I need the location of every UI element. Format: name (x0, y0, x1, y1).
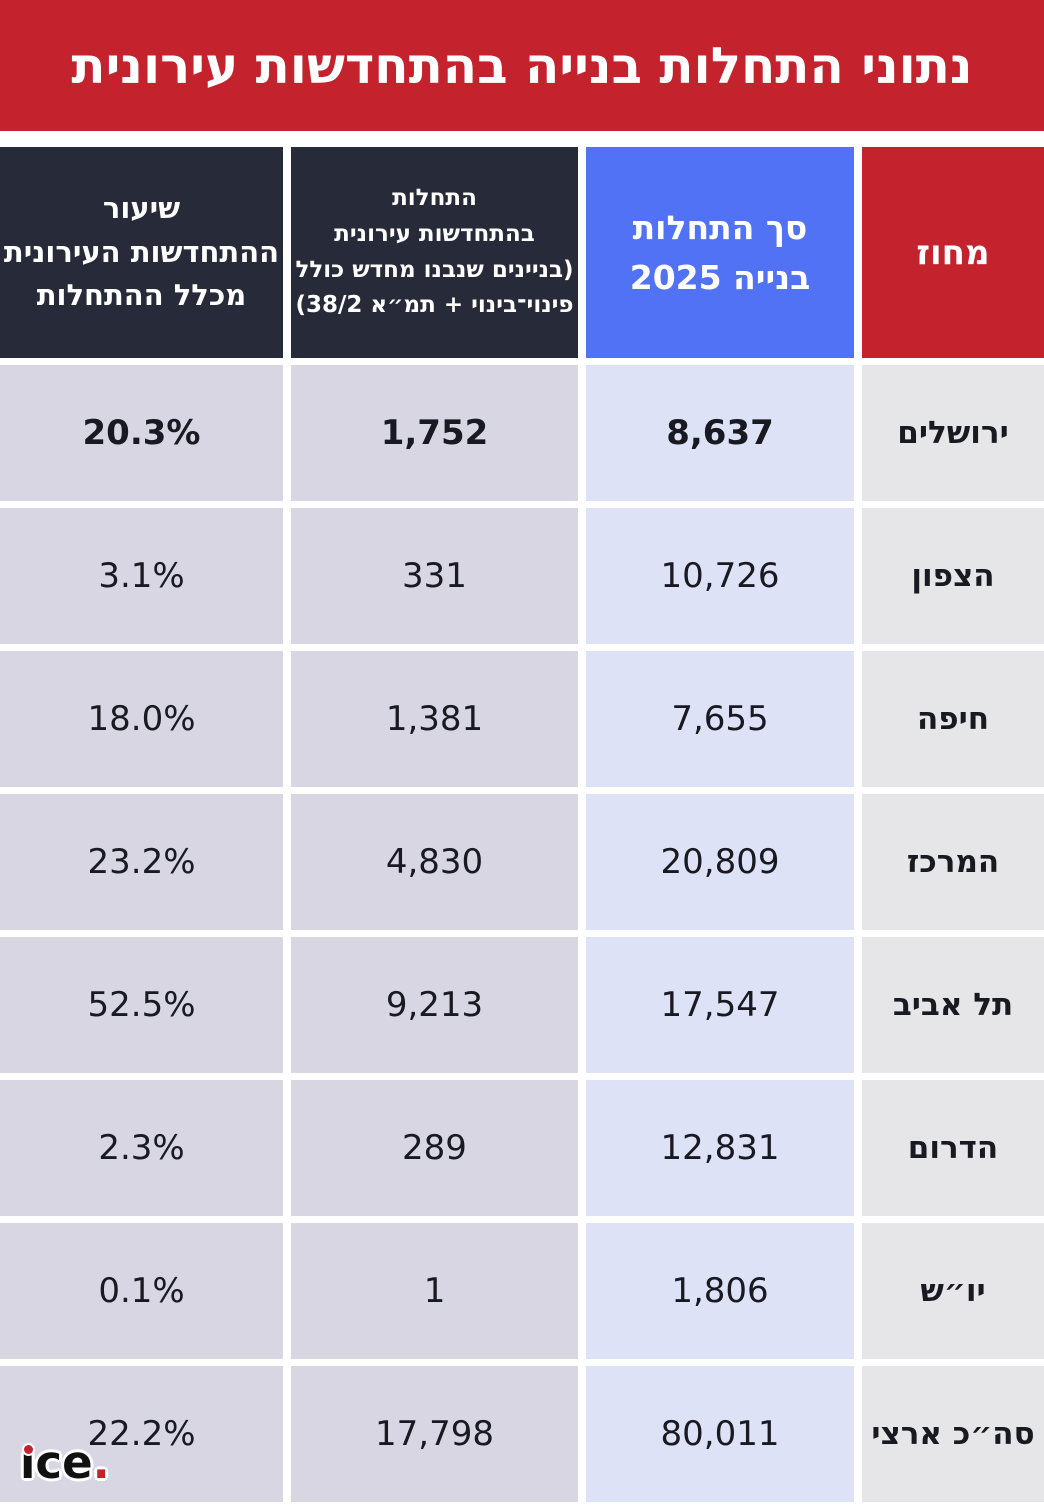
ice-logo-text: ıce (20, 1436, 93, 1489)
ice-logo-dot: . (92, 1436, 110, 1489)
cell-renewal-share: 23.2% (0, 794, 283, 930)
cell-renewal-starts: 289 (291, 1080, 578, 1216)
cell-total-starts: 1,806 (586, 1223, 854, 1359)
cell-district: ירושלים (862, 365, 1044, 501)
cell-renewal-share: 20.3% (0, 365, 283, 501)
cell-renewal-starts: 9,213 (291, 937, 578, 1073)
cell-district: חיפה (862, 651, 1044, 787)
cell-renewal-share: 22.2% (0, 1366, 283, 1502)
header-district: מחוז (862, 147, 1044, 358)
cell-total-starts: 12,831 (586, 1080, 854, 1216)
cell-renewal-share: 18.0% (0, 651, 283, 787)
cell-renewal-share: 2.3% (0, 1080, 283, 1216)
header-urban-renewal-starts: התחלות בהתחדשות עירונית (בניינים שנבנו מ… (291, 147, 578, 358)
cell-district: הדרום (862, 1080, 1044, 1216)
ice-logo: ıce. (20, 1438, 110, 1488)
data-table: מחוז סך התחלות בנייה 2025 התחלות בהתחדשו… (0, 147, 1044, 1502)
cell-renewal-starts: 4,830 (291, 794, 578, 930)
cell-renewal-starts: 1 (291, 1223, 578, 1359)
cell-district: תל אביב (862, 937, 1044, 1073)
cell-renewal-share: 3.1% (0, 508, 283, 644)
cell-total-starts: 7,655 (586, 651, 854, 787)
cell-renewal-share: 52.5% (0, 937, 283, 1073)
ice-logo-i-dot-icon (24, 1445, 33, 1454)
title-banner: נתוני התחלות בנייה בהתחדשות עירונית (0, 0, 1044, 131)
cell-total-starts: 80,011 (586, 1366, 854, 1502)
cell-total-starts: 10,726 (586, 508, 854, 644)
cell-renewal-share: 0.1% (0, 1223, 283, 1359)
cell-district: סה״כ ארצי (862, 1366, 1044, 1502)
cell-renewal-starts: 331 (291, 508, 578, 644)
cell-total-starts: 20,809 (586, 794, 854, 930)
cell-renewal-starts: 1,752 (291, 365, 578, 501)
cell-district: יו״ש (862, 1223, 1044, 1359)
cell-renewal-starts: 17,798 (291, 1366, 578, 1502)
cell-total-starts: 8,637 (586, 365, 854, 501)
cell-district: המרכז (862, 794, 1044, 930)
cell-total-starts: 17,547 (586, 937, 854, 1073)
page-title: נתוני התחלות בנייה בהתחדשות עירונית (71, 36, 973, 95)
header-total-starts-2025: סך התחלות בנייה 2025 (586, 147, 854, 358)
cell-district: הצפון (862, 508, 1044, 644)
cell-renewal-starts: 1,381 (291, 651, 578, 787)
header-renewal-share: שיעור ההתחדשות העירונית מכלל ההתחלות (0, 147, 283, 358)
